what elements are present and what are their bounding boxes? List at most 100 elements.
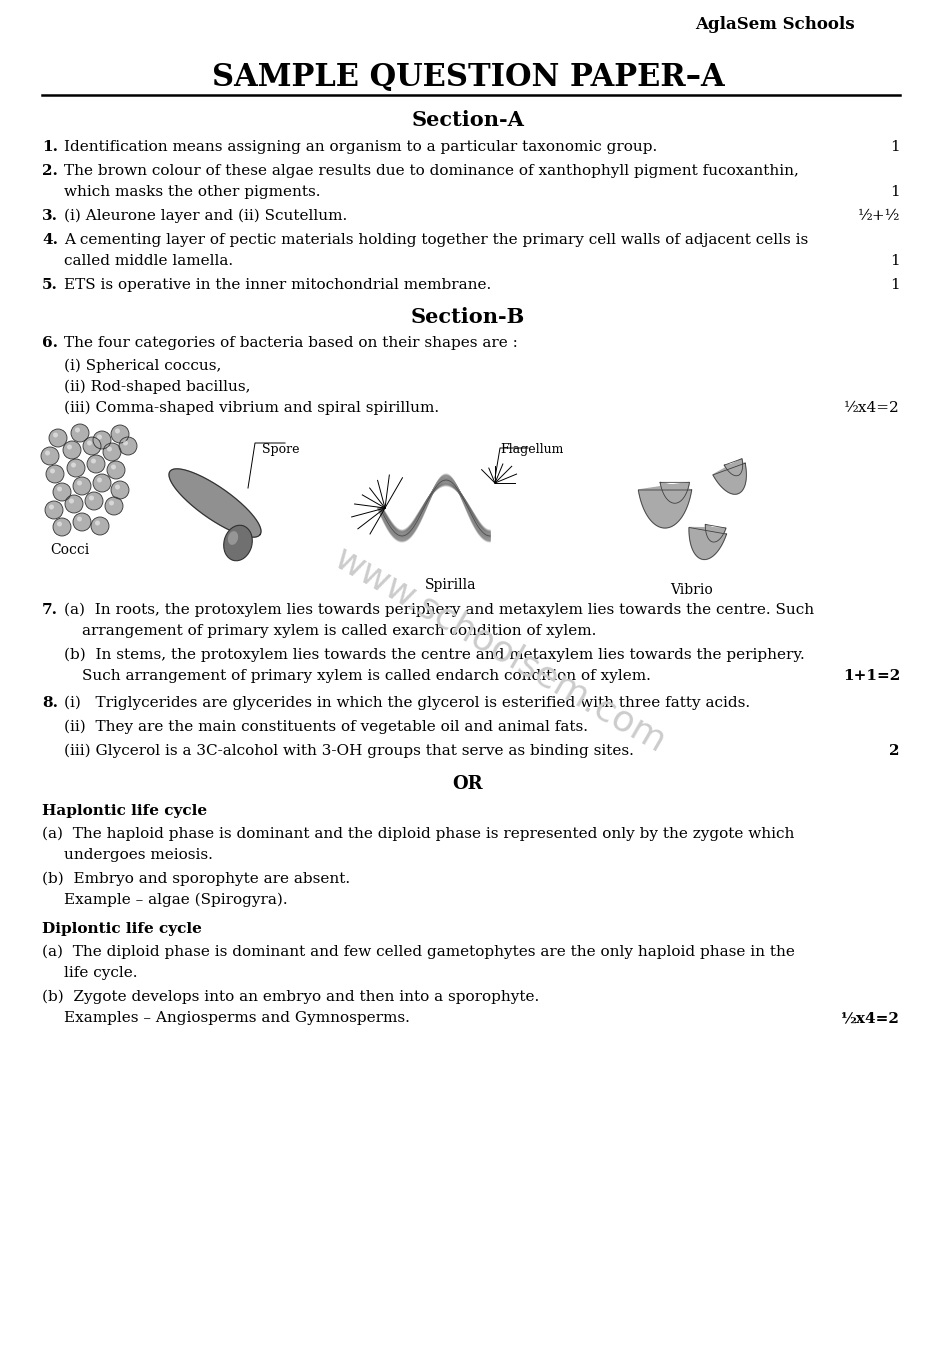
Circle shape: [103, 443, 121, 461]
Text: undergoes meiosis.: undergoes meiosis.: [64, 848, 212, 862]
Text: The four categories of bacteria based on their shapes are :: The four categories of bacteria based on…: [64, 336, 518, 350]
Text: Cocci: Cocci: [50, 543, 89, 557]
Circle shape: [107, 461, 125, 480]
Polygon shape: [713, 459, 746, 495]
Text: which masks the other pigments.: which masks the other pigments.: [64, 186, 320, 199]
Text: 2: 2: [889, 744, 900, 757]
Polygon shape: [689, 524, 726, 560]
Text: life cycle.: life cycle.: [64, 966, 138, 980]
Circle shape: [75, 427, 80, 432]
Circle shape: [50, 469, 55, 473]
Text: (i) Spherical coccus,: (i) Spherical coccus,: [64, 359, 222, 374]
Text: Example – algae (Spirogyra).: Example – algae (Spirogyra).: [64, 893, 287, 908]
Text: ½+½: ½+½: [857, 209, 900, 224]
Text: 1+1=2: 1+1=2: [842, 669, 900, 683]
Text: Identification means assigning an organism to a particular taxonomic group.: Identification means assigning an organi…: [64, 140, 657, 154]
Polygon shape: [638, 482, 692, 528]
Circle shape: [89, 496, 94, 500]
Text: 1: 1: [890, 140, 900, 154]
Text: (iii) Comma-shaped vibrium and spiral spirillum.: (iii) Comma-shaped vibrium and spiral sp…: [64, 401, 439, 416]
Text: 4.: 4.: [42, 233, 58, 247]
Text: (b)  Embryo and sporophyte are absent.: (b) Embryo and sporophyte are absent.: [42, 873, 350, 886]
Text: Haplontic life cycle: Haplontic life cycle: [42, 804, 207, 818]
Text: 1.: 1.: [42, 140, 58, 154]
Circle shape: [53, 432, 58, 438]
Circle shape: [97, 435, 102, 439]
Text: (b)  Zygote develops into an embryo and then into a sporophyte.: (b) Zygote develops into an embryo and t…: [42, 991, 539, 1004]
Circle shape: [93, 474, 111, 492]
Circle shape: [97, 477, 102, 482]
Text: SAMPLE QUESTION PAPER–A: SAMPLE QUESTION PAPER–A: [212, 62, 724, 93]
Text: called middle lamella.: called middle lamella.: [64, 253, 233, 268]
Text: 3.: 3.: [42, 209, 58, 224]
Circle shape: [115, 485, 120, 489]
Circle shape: [119, 438, 137, 455]
Circle shape: [95, 520, 100, 526]
Text: Diplontic life cycle: Diplontic life cycle: [42, 921, 202, 936]
Circle shape: [107, 447, 112, 451]
Circle shape: [57, 486, 62, 492]
Text: (ii)  They are the main constituents of vegetable oil and animal fats.: (ii) They are the main constituents of v…: [64, 720, 588, 734]
Circle shape: [53, 482, 71, 501]
Circle shape: [85, 492, 103, 509]
Circle shape: [57, 522, 62, 527]
Text: www.schoolsem.com: www.schoolsem.com: [329, 541, 672, 759]
Circle shape: [77, 516, 82, 522]
Circle shape: [71, 462, 76, 467]
Text: ½x4=2: ½x4=2: [841, 1011, 900, 1024]
Circle shape: [111, 481, 129, 499]
Circle shape: [45, 501, 63, 519]
Text: 1: 1: [890, 186, 900, 199]
Circle shape: [123, 440, 128, 446]
Text: Examples – Angiosperms and Gymnosperms.: Examples – Angiosperms and Gymnosperms.: [64, 1011, 410, 1024]
Circle shape: [111, 425, 129, 443]
Circle shape: [73, 477, 91, 495]
Circle shape: [71, 424, 89, 442]
Circle shape: [105, 497, 123, 515]
Circle shape: [63, 440, 81, 459]
Circle shape: [83, 438, 101, 455]
Circle shape: [73, 514, 91, 531]
Text: Spore: Spore: [262, 443, 300, 457]
Text: Such arrangement of primary xylem is called endarch condition of xylem.: Such arrangement of primary xylem is cal…: [82, 669, 651, 683]
Text: ½x4=2: ½x4=2: [844, 401, 900, 415]
Circle shape: [111, 465, 116, 469]
Text: Flagellum: Flagellum: [500, 443, 563, 457]
Text: The brown colour of these algae results due to dominance of xanthophyll pigment : The brown colour of these algae results …: [64, 164, 798, 178]
Text: 7.: 7.: [42, 603, 58, 617]
Circle shape: [45, 450, 50, 455]
Text: (iii) Glycerol is a 3C-alcohol with 3-OH groups that serve as binding sites.: (iii) Glycerol is a 3C-alcohol with 3-OH…: [64, 744, 634, 759]
Circle shape: [53, 518, 71, 537]
Circle shape: [91, 458, 96, 463]
Circle shape: [77, 481, 82, 485]
Text: 5.: 5.: [42, 278, 58, 291]
Text: (a)  In roots, the protoxylem lies towards periphery and metaxylem lies towards : (a) In roots, the protoxylem lies toward…: [64, 603, 814, 618]
Ellipse shape: [224, 526, 253, 561]
Text: Spirilla: Spirilla: [425, 579, 476, 592]
Circle shape: [49, 504, 54, 509]
Circle shape: [115, 428, 120, 434]
Text: (ii) Rod-shaped bacillus,: (ii) Rod-shaped bacillus,: [64, 379, 251, 394]
Text: (i)   Triglycerides are glycerides in which the glycerol is esterified with thre: (i) Triglycerides are glycerides in whic…: [64, 696, 750, 710]
Circle shape: [65, 495, 83, 514]
Circle shape: [67, 459, 85, 477]
Circle shape: [91, 518, 109, 535]
Text: A cementing layer of pectic materials holding together the primary cell walls of: A cementing layer of pectic materials ho…: [64, 233, 809, 247]
Text: OR: OR: [453, 775, 483, 793]
Circle shape: [69, 499, 74, 504]
Text: arrangement of primary xylem is called exarch condition of xylem.: arrangement of primary xylem is called e…: [82, 625, 596, 638]
Text: (i) Aleurone layer and (ii) Scutellum.: (i) Aleurone layer and (ii) Scutellum.: [64, 209, 347, 224]
Text: 1: 1: [890, 278, 900, 291]
Text: Vibrio: Vibrio: [670, 583, 712, 598]
Circle shape: [49, 430, 67, 447]
Text: 8.: 8.: [42, 696, 58, 710]
Circle shape: [93, 431, 111, 449]
Circle shape: [46, 465, 64, 482]
Polygon shape: [169, 469, 261, 537]
Circle shape: [67, 444, 72, 450]
Text: 2.: 2.: [42, 164, 58, 178]
Text: 1: 1: [890, 253, 900, 268]
Circle shape: [87, 455, 105, 473]
Circle shape: [87, 440, 92, 446]
Circle shape: [109, 500, 114, 505]
